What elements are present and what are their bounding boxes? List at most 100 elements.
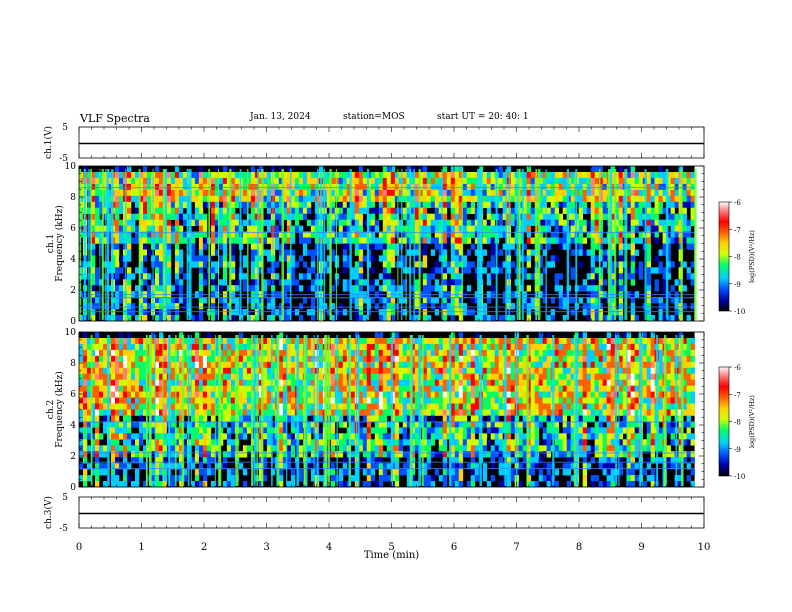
spectrogram-cell — [103, 367, 108, 375]
spectrogram-cell — [119, 237, 124, 244]
spectrogram-cell — [542, 201, 547, 209]
spectrogram-cell — [190, 361, 196, 369]
spectrogram-cell — [342, 285, 348, 292]
spectrogram-cell — [402, 463, 408, 470]
spectrogram-cell — [402, 433, 408, 440]
spectrogram-cell — [358, 309, 364, 316]
spectrogram-cell — [83, 332, 88, 339]
spectrogram-cell — [155, 373, 160, 380]
spectrogram-cell — [135, 433, 140, 440]
spectrogram-cell — [682, 213, 687, 220]
spectrogram-cell — [558, 219, 563, 226]
spectrogram-cell — [422, 451, 428, 458]
spectrogram-cell — [190, 421, 196, 428]
spectrogram-cell — [590, 309, 595, 316]
spectrogram-cell — [194, 355, 200, 363]
spectrogram-cell — [266, 385, 272, 392]
spectrogram-cell — [662, 315, 667, 322]
spectrogram-cell — [278, 403, 284, 410]
spectrogram-cell — [550, 177, 555, 185]
spectrogram-cell — [222, 177, 228, 185]
spectrogram-cell — [542, 267, 547, 274]
spectrogram-cell — [127, 361, 132, 369]
impulse-stripe — [626, 169, 628, 320]
spectrogram-cell — [258, 231, 264, 238]
spectrogram-cell — [338, 338, 344, 345]
spectrogram-cell — [350, 219, 356, 226]
spectrogram-cell — [410, 315, 416, 322]
spectrogram-cell — [242, 172, 248, 179]
spectrogram-cell — [338, 451, 344, 458]
spectrogram-cell — [602, 315, 607, 322]
spectrogram-cell — [246, 391, 252, 398]
spectrogram-cell — [123, 189, 128, 197]
spectrogram-cell — [159, 243, 164, 250]
spectrogram-cell — [290, 309, 296, 316]
spectrogram-cell — [394, 249, 400, 256]
spectrogram-cell — [206, 433, 212, 440]
spectrogram-cell — [498, 189, 503, 197]
spectrogram-cell — [174, 355, 180, 363]
spectrogram-cell — [83, 451, 88, 458]
spectrogram-cell — [430, 439, 436, 446]
spectrogram-cell — [450, 243, 456, 250]
spectrogram-cell — [378, 332, 384, 339]
spectrogram-cell — [270, 421, 276, 428]
spectrogram-cell — [170, 207, 176, 214]
spectrogram-cell — [366, 445, 372, 452]
spectrogram-cell — [266, 219, 272, 226]
spectrogram-cell — [554, 189, 559, 197]
spectrogram-cell — [83, 391, 88, 398]
spectrogram-ch2 — [79, 332, 695, 488]
spectrogram-cell — [410, 195, 416, 203]
spectrogram-cell — [338, 439, 344, 446]
spectrogram-cell — [318, 379, 324, 386]
spectrogram-cell — [646, 195, 651, 203]
spectrogram-cell — [414, 255, 420, 262]
spectrogram-cell — [338, 219, 344, 226]
spectrogram-cell — [550, 237, 555, 244]
spectrogram-cell — [159, 195, 164, 203]
spectrogram-cell — [290, 403, 296, 410]
spectrogram-cell — [95, 445, 100, 452]
spectrogram-cell — [190, 315, 196, 322]
spectrogram-cell — [358, 338, 364, 345]
spectrogram-cell — [131, 338, 136, 345]
spectrogram-cell — [610, 207, 615, 214]
spectrogram-cell — [402, 285, 408, 292]
spectrogram-cell — [123, 172, 128, 179]
spectrogram-cell — [318, 391, 324, 398]
spectrogram-cell — [226, 172, 232, 179]
spectrogram-cell — [131, 421, 136, 428]
spectrogram-cell — [370, 237, 376, 244]
spectrogram-cell — [174, 183, 180, 191]
spectrogram-cell — [214, 379, 220, 386]
spectrogram-cell — [95, 469, 100, 476]
spectrogram-cell — [382, 451, 388, 458]
spectrogram-cell — [366, 421, 372, 428]
spectrogram-cell — [530, 195, 535, 203]
spectrogram-cell — [115, 361, 120, 369]
spectrogram-cell — [370, 391, 376, 398]
spectrogram-cell — [254, 207, 260, 214]
spectrogram-cell — [662, 195, 667, 203]
spectrogram-cell — [282, 349, 288, 357]
spectrogram-cell — [222, 415, 228, 422]
spectrogram-cell — [139, 207, 144, 214]
spectrogram-cell — [670, 231, 675, 238]
spectrogram-cell — [238, 367, 244, 375]
spectrogram-cell — [302, 273, 308, 280]
spectrogram-cell — [438, 243, 444, 250]
spectrogram-cell — [374, 481, 380, 488]
spectrogram-cell — [350, 297, 356, 304]
spectrogram-cell — [278, 475, 284, 482]
spectrogram-cell — [422, 166, 428, 173]
spectrogram-cell — [330, 391, 336, 398]
spectrogram-cell — [430, 475, 436, 482]
spectrogram-cell — [350, 373, 356, 380]
spectrogram-cell — [222, 303, 228, 310]
spectrogram-cell — [278, 451, 284, 458]
spectrogram-cell — [426, 338, 432, 345]
spectrogram-cell — [598, 243, 603, 250]
spectrogram-cell — [166, 189, 172, 197]
